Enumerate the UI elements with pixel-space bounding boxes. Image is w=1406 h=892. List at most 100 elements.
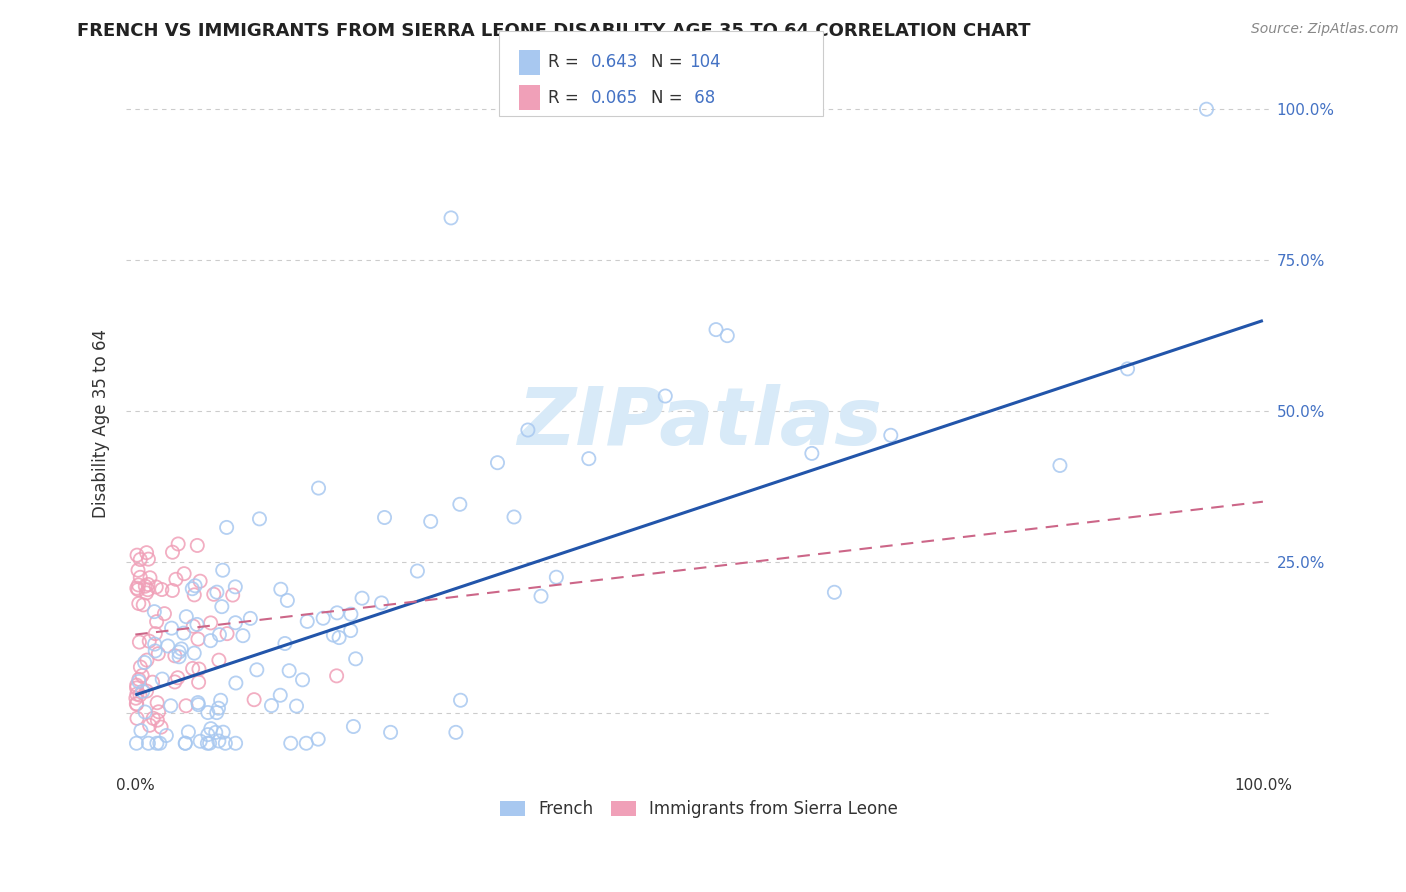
Point: [127, 563, 149, 577]
Point: [211, 563, 233, 577]
Point: [135, 653, 157, 667]
Point: [143, 637, 166, 651]
Point: [312, 611, 335, 625]
Point: [184, 579, 207, 593]
Point: [207, 701, 229, 715]
Point: [344, 652, 367, 666]
Point: [167, 645, 190, 659]
Point: [328, 631, 350, 645]
Point: [183, 588, 205, 602]
Point: [486, 456, 509, 470]
Text: 0.065: 0.065: [591, 89, 638, 107]
Point: [291, 673, 314, 687]
Point: [187, 675, 209, 690]
Text: Source: ZipAtlas.com: Source: ZipAtlas.com: [1251, 22, 1399, 37]
Point: [127, 578, 149, 592]
Text: 0.643: 0.643: [591, 54, 638, 71]
Point: [181, 661, 204, 675]
Point: [202, 587, 225, 601]
Point: [128, 688, 150, 702]
Point: [188, 574, 211, 589]
Point: [704, 323, 727, 337]
Point: [134, 705, 156, 719]
Point: [136, 577, 159, 591]
Point: [136, 582, 159, 597]
Point: [215, 626, 238, 640]
Point: [134, 579, 156, 593]
Point: [530, 589, 553, 603]
Point: [187, 696, 209, 710]
Point: [132, 598, 155, 612]
Point: [128, 635, 150, 649]
Point: [339, 624, 361, 638]
Point: [1116, 362, 1139, 376]
Point: [167, 649, 190, 664]
Point: [352, 591, 374, 606]
Point: [143, 626, 166, 640]
Point: [174, 698, 197, 713]
Point: [546, 570, 568, 584]
Point: [128, 673, 150, 687]
Point: [197, 728, 219, 742]
Point: [269, 688, 291, 702]
Point: [503, 510, 526, 524]
Point: [716, 328, 738, 343]
Point: [278, 664, 301, 678]
Point: [162, 545, 184, 559]
Point: [176, 609, 198, 624]
Text: 104: 104: [689, 54, 720, 71]
Point: [260, 698, 283, 713]
Point: [183, 646, 205, 660]
Point: [150, 672, 173, 686]
Point: [243, 692, 266, 706]
Point: [449, 497, 471, 511]
Text: N =: N =: [651, 89, 688, 107]
Text: 68: 68: [689, 89, 716, 107]
Point: [198, 736, 221, 750]
Point: [239, 611, 262, 625]
Point: [128, 674, 150, 689]
Point: [342, 719, 364, 733]
Point: [209, 693, 232, 707]
Point: [419, 515, 441, 529]
Point: [197, 706, 219, 720]
Point: [145, 615, 167, 629]
Point: [880, 428, 903, 442]
Point: [135, 684, 157, 698]
Point: [125, 581, 148, 595]
Point: [450, 693, 472, 707]
Point: [139, 571, 162, 585]
Point: [125, 681, 148, 695]
Point: [276, 593, 298, 607]
Point: [224, 615, 246, 630]
Point: [186, 617, 208, 632]
Point: [322, 628, 344, 642]
Point: [340, 607, 363, 622]
Point: [204, 725, 226, 739]
Point: [150, 582, 173, 597]
Point: [165, 572, 187, 586]
Point: [270, 582, 292, 597]
Point: [246, 663, 269, 677]
Point: [149, 736, 172, 750]
Point: [125, 548, 148, 562]
Point: [129, 552, 152, 566]
Point: [159, 698, 181, 713]
Point: [142, 675, 165, 690]
Point: [225, 736, 247, 750]
Point: [578, 451, 600, 466]
Point: [823, 585, 845, 599]
Point: [187, 698, 209, 712]
Point: [232, 629, 254, 643]
Point: [135, 586, 157, 600]
Point: [1049, 458, 1071, 473]
Point: [440, 211, 463, 225]
Point: [197, 736, 219, 750]
Point: [208, 734, 231, 748]
Point: [174, 736, 197, 750]
Point: [186, 538, 208, 552]
Point: [444, 725, 467, 739]
Point: [174, 736, 197, 750]
Point: [138, 634, 160, 648]
Point: [148, 647, 170, 661]
